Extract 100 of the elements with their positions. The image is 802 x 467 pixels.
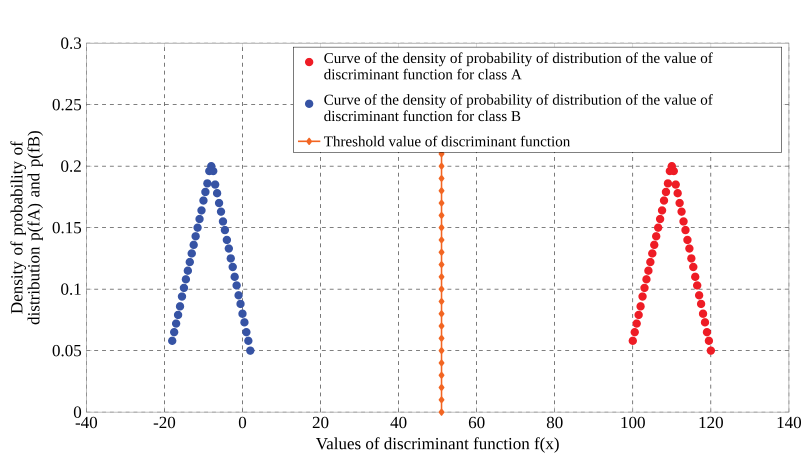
point	[193, 223, 202, 232]
point	[244, 336, 253, 345]
point	[174, 310, 182, 320]
point	[218, 217, 228, 226]
point	[652, 232, 660, 240]
point	[438, 199, 444, 207]
point	[650, 240, 658, 250]
point	[698, 310, 708, 318]
point	[438, 224, 444, 232]
point	[172, 319, 180, 328]
point	[696, 300, 706, 308]
point	[186, 258, 194, 266]
point	[672, 180, 680, 189]
point	[228, 262, 237, 272]
point	[438, 273, 444, 280]
point	[438, 174, 444, 182]
point	[184, 266, 192, 275]
y-tick-label: 0.2	[61, 160, 81, 172]
point	[642, 275, 651, 284]
point	[704, 336, 714, 345]
point	[691, 272, 700, 281]
point	[210, 180, 220, 189]
x-axis-title: Values of discriminant function f(x)	[316, 437, 559, 453]
point	[226, 254, 235, 263]
x-tick-label: 40	[390, 416, 406, 428]
point	[673, 188, 682, 198]
point	[683, 236, 692, 244]
point	[438, 260, 444, 268]
point	[638, 292, 647, 301]
point	[230, 272, 239, 281]
point	[656, 214, 664, 224]
x-tick-label: 80	[546, 416, 563, 428]
point	[236, 300, 245, 308]
point	[694, 291, 704, 300]
point	[190, 240, 198, 250]
point	[438, 187, 444, 194]
point	[630, 328, 639, 336]
point	[640, 284, 649, 292]
point	[628, 336, 637, 345]
point	[632, 319, 641, 328]
x-tick-label: 140	[778, 416, 802, 428]
point	[216, 207, 226, 216]
point	[240, 318, 249, 326]
point	[212, 188, 222, 198]
point	[660, 196, 668, 205]
point	[438, 346, 444, 354]
point	[706, 346, 716, 355]
point	[176, 302, 184, 311]
point	[636, 302, 645, 311]
point	[687, 254, 696, 263]
point	[197, 206, 206, 215]
point	[438, 285, 444, 293]
point	[214, 198, 224, 208]
point	[170, 328, 178, 336]
point	[700, 318, 710, 326]
point	[438, 372, 444, 379]
point	[438, 236, 444, 244]
point	[702, 328, 712, 336]
point	[220, 226, 230, 234]
point	[438, 248, 444, 256]
x-tick-label: -40	[76, 416, 98, 428]
point	[224, 244, 234, 253]
point	[658, 206, 666, 215]
point	[438, 408, 444, 416]
point	[692, 281, 702, 290]
point	[180, 284, 188, 292]
point	[195, 214, 204, 224]
point	[438, 162, 444, 170]
legend-label: Threshold value of discriminant function	[324, 136, 570, 146]
point	[232, 281, 241, 290]
y-tick-label: 0.3	[61, 37, 82, 49]
point	[178, 292, 186, 301]
point	[675, 198, 684, 208]
x-tick-label: 100	[622, 416, 645, 428]
point	[203, 179, 212, 188]
point	[664, 179, 672, 188]
point	[182, 275, 190, 284]
point	[644, 266, 653, 275]
x-tick-label: 0	[238, 416, 246, 428]
y-tick-label: 0.15	[52, 222, 82, 234]
point	[438, 384, 444, 392]
point	[438, 298, 444, 306]
point	[681, 226, 690, 234]
point	[677, 207, 686, 216]
point	[222, 236, 232, 244]
point	[685, 244, 694, 253]
point	[199, 196, 208, 205]
point	[168, 336, 176, 345]
x-tick-label: 60	[468, 416, 485, 428]
y-tick-label: 0.05	[52, 344, 82, 356]
legend-label: Curve of the density of probability of distribution of the value of discriminant function for class A	[324, 52, 713, 80]
point	[689, 262, 698, 272]
point	[438, 212, 444, 219]
point	[438, 396, 444, 404]
point	[191, 232, 200, 240]
y-axis-title: Density of probability of distribution p(fA) and p(fB)	[10, 131, 43, 324]
point	[201, 188, 210, 196]
y-tick-label: 0.25	[52, 98, 82, 110]
point	[438, 310, 444, 318]
x-tick-label: 120	[700, 416, 723, 428]
